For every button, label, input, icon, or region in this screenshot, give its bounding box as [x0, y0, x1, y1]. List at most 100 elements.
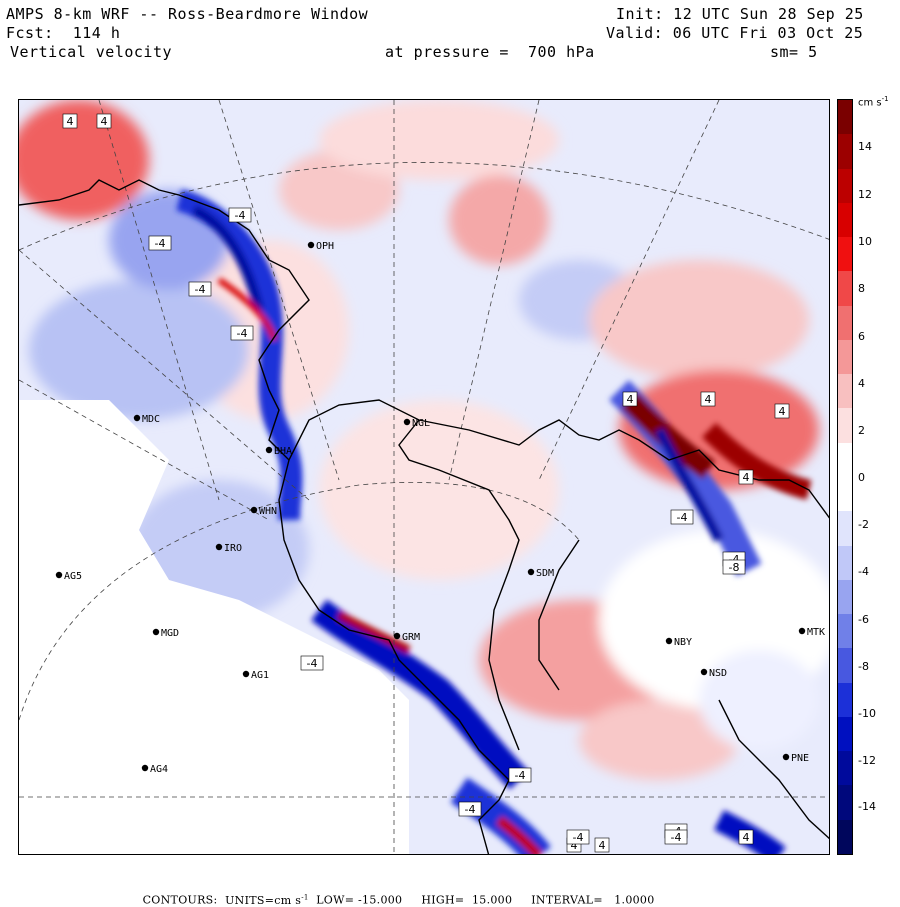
field-name: Vertical velocity	[10, 43, 173, 61]
contour-label-box	[228, 207, 252, 223]
station-label: NSD	[709, 668, 727, 679]
contour-label-box	[722, 559, 746, 575]
contour-label-text: 4	[743, 471, 750, 484]
colorbar-segment	[838, 202, 852, 238]
contour-label-box	[670, 509, 694, 525]
station-label: SDM	[536, 568, 554, 579]
coastline	[19, 179, 829, 854]
contour-label-text: -4	[677, 511, 688, 524]
colorbar-tick-label: -4	[858, 565, 869, 578]
colorbar-tick-label: -2	[858, 518, 869, 531]
station-marker	[265, 446, 273, 454]
colorbar-segment	[838, 305, 852, 341]
colorbar-tick-label: 4	[858, 377, 865, 390]
station-marker	[393, 632, 401, 640]
station-marker	[307, 241, 315, 249]
stations: MDC NGL IRO AG5 SDM MGD AG1 NBY MTK NSD AG4 PNE OPH W…	[55, 241, 825, 775]
contour-label-box	[62, 113, 78, 129]
contour-label-box	[738, 829, 754, 845]
station-marker	[242, 670, 250, 678]
station-marker	[403, 418, 411, 426]
contour-label-text: -4	[235, 209, 246, 222]
colorbar-tick-label: 6	[858, 330, 865, 343]
colorbar-segment	[838, 716, 852, 752]
colorbar-segment	[838, 579, 852, 615]
station-label: NGL	[412, 418, 430, 429]
contour-label-box	[188, 281, 212, 297]
colorbar-tick-label: 10	[858, 235, 872, 248]
smoothing-value: sm= 5	[770, 43, 818, 61]
colorbar-units: cm s-1	[858, 95, 889, 109]
contour-footer: CONTOURS: UNITS=cm s-1 LOW= -15.000 HIGH…	[135, 880, 655, 907]
colorbar-segment	[838, 545, 852, 581]
contour-label-text: 4	[705, 393, 712, 406]
colorbar-segment	[838, 819, 852, 855]
station-label: PNE	[791, 753, 809, 764]
contour-label-box	[96, 113, 112, 129]
contour-label-text: 4	[743, 831, 750, 844]
station-label: NBY	[674, 637, 692, 648]
colorbar-tick-label: -8	[858, 660, 869, 673]
contour-label-box	[664, 829, 688, 845]
station-label: IRO	[224, 543, 242, 554]
station-marker	[55, 571, 63, 579]
contour-label-text: -4	[671, 831, 682, 844]
colorbar-segment	[838, 785, 852, 821]
contour-label-box	[230, 325, 254, 341]
station-marker	[782, 753, 790, 761]
colorbar-segment	[838, 614, 852, 649]
station-marker	[700, 668, 708, 676]
station-label: GRM	[402, 632, 420, 643]
units-label: UNITS=cm s-1	[225, 893, 309, 907]
contour-label-text: -4	[155, 237, 166, 250]
colorbar-segment	[838, 168, 852, 204]
station-label: MDC	[142, 414, 160, 425]
contour-label-text: 4	[571, 839, 578, 852]
contour-label-text: -4	[465, 803, 476, 816]
contour-label-text: -4	[307, 657, 318, 670]
station-marker	[215, 543, 223, 551]
station-marker	[152, 628, 160, 636]
contour-label-box	[300, 655, 324, 671]
colorbar	[837, 99, 853, 855]
contour-label-box	[148, 235, 172, 251]
contour-label-box	[594, 837, 610, 853]
colorbar-tick-label: -12	[858, 754, 876, 767]
colorbar-segment	[838, 477, 852, 512]
colorbar-tick-label: 14	[858, 140, 872, 153]
init-time: Init: 12 UTC Sun 28 Sep 25	[616, 5, 864, 23]
colorbar-tick-label: 2	[858, 424, 865, 437]
contour-label-text: 4	[779, 405, 786, 418]
station-label: OPH	[316, 241, 334, 252]
contour-label-text: -4	[515, 769, 526, 782]
station-marker	[141, 764, 149, 772]
contour-label-text: 4	[67, 115, 74, 128]
station-marker	[798, 627, 806, 635]
contour-label-box	[622, 391, 638, 407]
station-label: BHA	[274, 446, 292, 457]
contour-label-text: -4	[573, 831, 584, 844]
forecast-hour: Fcst: 114 h	[6, 24, 121, 42]
colorbar-segment	[838, 339, 852, 375]
colorbar-segment	[838, 442, 852, 478]
colorbar-segment	[838, 511, 852, 547]
colorbar-segment	[838, 374, 852, 409]
colorbar-segment	[838, 134, 852, 170]
station-label: MTK	[807, 627, 825, 638]
contour-label-box	[458, 801, 482, 817]
colorbar-tick-label: -6	[858, 613, 869, 626]
low-value: LOW= -15.000	[316, 893, 403, 907]
colorbar-segment	[838, 751, 852, 786]
contour-label-box	[566, 829, 590, 845]
contour-label-box	[508, 767, 532, 783]
colorbar-segment	[838, 100, 852, 135]
colorbar-segment	[838, 682, 852, 718]
contour-label-text: 4	[599, 839, 606, 852]
colorbar-tick-label: -10	[858, 707, 876, 720]
station-label: AG5	[64, 571, 82, 582]
high-value: HIGH= 15.000	[421, 893, 513, 907]
colorbar-tick-label: 8	[858, 282, 865, 295]
ross-ice-shelf	[19, 400, 409, 854]
